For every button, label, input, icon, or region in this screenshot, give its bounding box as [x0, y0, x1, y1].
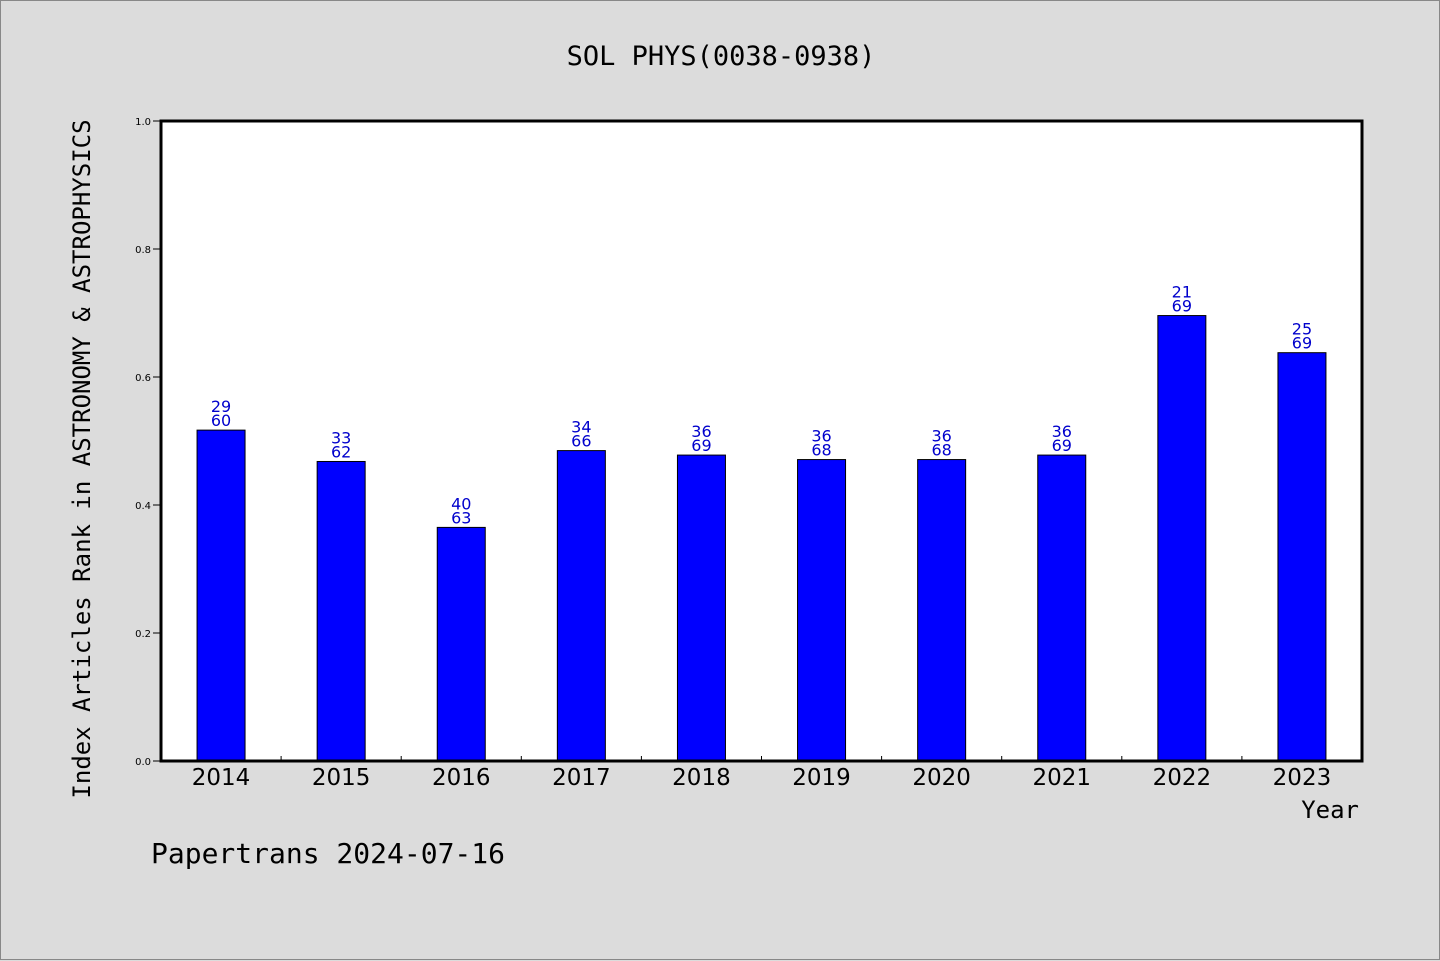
x-tick-label-2018: 2018 [672, 765, 731, 791]
bar-2022 [1157, 315, 1207, 762]
bar-label-total-2020: 68 [931, 441, 951, 460]
bar-label-rank-2017: 34 [571, 418, 591, 437]
bar-label-rank-2022: 21 [1172, 283, 1192, 302]
bar-2020 [917, 459, 967, 762]
y-tick-label-0.4: 0.4 [135, 501, 151, 512]
bar-label-total-2023: 69 [1292, 334, 1312, 353]
bars-group [196, 315, 1327, 762]
bar-label-total-2018: 69 [691, 436, 711, 455]
footer-credit: Papertrans 2024-07-16 [151, 837, 505, 870]
y-tick-label-0.6: 0.6 [135, 373, 151, 384]
x-tick-label-2022: 2022 [1153, 765, 1212, 791]
bar-2019 [797, 459, 847, 762]
y-axis: 0.0 0.2 0.4 0.6 0.8 1.0 [135, 117, 161, 768]
x-axis-label: Year [1301, 796, 1359, 824]
bar-label-total-2019: 68 [811, 441, 831, 460]
x-tick-label-2017: 2017 [552, 765, 611, 791]
bar-label-rank-2019: 36 [811, 427, 831, 446]
bar-2017 [556, 450, 606, 762]
x-axis: 2014 2015 2016 2017 2018 2019 2020 2021 2022 2023 [192, 756, 1331, 791]
x-tick-label-2020: 2020 [912, 765, 971, 791]
bar-2018 [676, 454, 726, 762]
bar-label-total-2015: 62 [331, 442, 351, 461]
bar-label-rank-2018: 36 [691, 422, 711, 441]
y-tick-label-0.0: 0.0 [135, 757, 151, 768]
y-tick-label-0.8: 0.8 [135, 245, 151, 256]
bar-2023 [1277, 352, 1327, 762]
bar-2015 [316, 460, 366, 762]
x-tick-label-2015: 2015 [312, 765, 371, 791]
y-axis-label: Index Articles Rank in ASTRONOMY & ASTRO… [68, 119, 96, 798]
chart-title: SOL PHYS(0038-0938) [567, 41, 876, 72]
bar-label-rank-2023: 25 [1292, 320, 1312, 339]
x-tick-label-2021: 2021 [1032, 765, 1091, 791]
bar-label-total-2016: 63 [451, 508, 471, 527]
bar-label-total-2014: 60 [211, 411, 231, 430]
x-tick-label-2019: 2019 [792, 765, 851, 791]
bar-label-rank-2020: 36 [931, 427, 951, 446]
bar-label-rank-2016: 40 [451, 494, 471, 513]
bar-label-total-2017: 66 [571, 432, 591, 451]
x-tick-label-2023: 2023 [1273, 765, 1332, 791]
y-tick-label-1.0: 1.0 [135, 117, 151, 128]
bar-label-total-2022: 69 [1172, 297, 1192, 316]
bar-2014 [196, 429, 246, 762]
bar-label-rank-2014: 29 [211, 397, 231, 416]
x-tick-label-2014: 2014 [192, 765, 251, 791]
x-tick-label-2016: 2016 [432, 765, 491, 791]
bar-2021 [1037, 454, 1087, 762]
bar-label-total-2021: 69 [1052, 436, 1072, 455]
bar-label-rank-2021: 36 [1052, 422, 1072, 441]
bar-2016 [436, 526, 486, 762]
y-tick-label-0.2: 0.2 [135, 629, 151, 640]
bar-label-rank-2015: 33 [331, 428, 351, 447]
